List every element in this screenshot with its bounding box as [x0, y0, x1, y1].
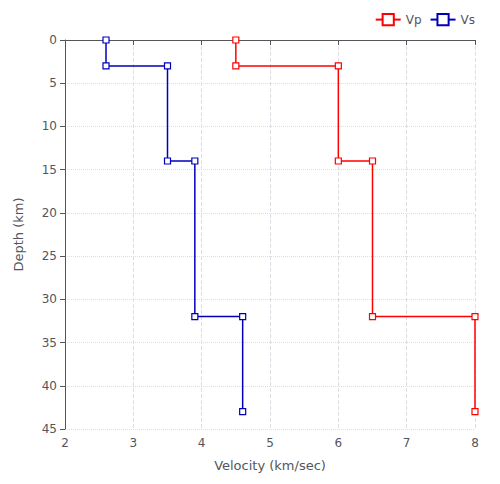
svg-text:10: 10: [42, 119, 57, 133]
svg-text:40: 40: [42, 379, 57, 393]
svg-text:3: 3: [130, 436, 138, 450]
svg-text:6: 6: [335, 436, 343, 450]
svg-text:45: 45: [42, 422, 57, 436]
svg-text:Vp: Vp: [406, 13, 422, 27]
svg-text:25: 25: [42, 249, 57, 263]
svg-text:7: 7: [403, 436, 411, 450]
svg-text:Vs: Vs: [461, 13, 475, 27]
svg-text:15: 15: [42, 163, 57, 177]
svg-text:Velocity (km/sec): Velocity (km/sec): [214, 458, 326, 473]
svg-text:35: 35: [42, 336, 57, 350]
svg-text:4: 4: [198, 436, 206, 450]
svg-text:20: 20: [42, 206, 57, 220]
svg-text:30: 30: [42, 292, 57, 306]
svg-text:5: 5: [49, 76, 57, 90]
svg-text:2: 2: [61, 436, 69, 450]
svg-text:8: 8: [471, 436, 479, 450]
svg-text:0: 0: [49, 33, 57, 47]
svg-text:Depth (km): Depth (km): [11, 197, 26, 271]
svg-text:5: 5: [266, 436, 274, 450]
